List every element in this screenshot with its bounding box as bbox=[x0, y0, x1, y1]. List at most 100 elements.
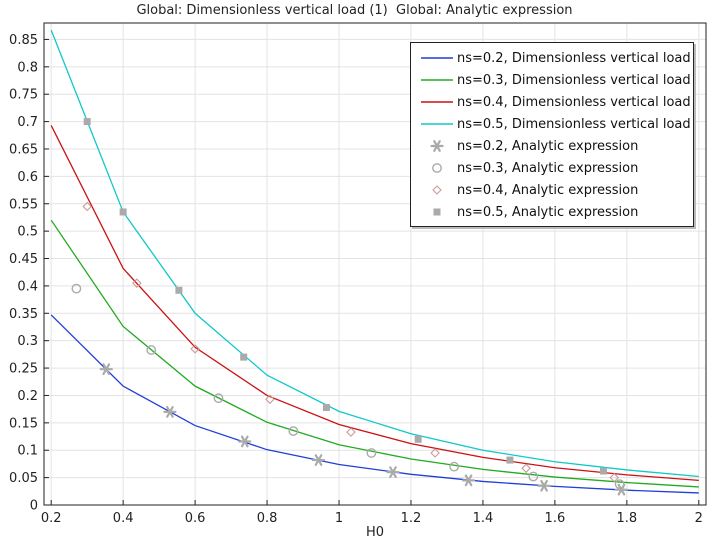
legend-marker bbox=[432, 185, 442, 195]
y-tick-label: 0.8 bbox=[17, 60, 38, 75]
y-tick-label: 0.1 bbox=[17, 444, 38, 459]
data-point bbox=[119, 208, 127, 216]
legend-entry: ns=0.2, Analytic expression bbox=[411, 135, 693, 157]
data-point bbox=[506, 456, 514, 464]
data-point bbox=[322, 404, 330, 412]
data-point bbox=[265, 394, 275, 405]
axis-ticks: 0.2 0.4 0.6 0.8 1 1.2 1.4 1.6 1.8 2 0 0.05 0.1 0.15 0.… bbox=[9, 33, 703, 526]
legend-marker bbox=[433, 208, 441, 216]
data-point bbox=[163, 406, 177, 418]
data-point bbox=[311, 454, 326, 466]
chart-title: Global: Dimensionless vertical load (1) … bbox=[136, 3, 573, 18]
x-tick-label: 0.6 bbox=[185, 511, 206, 526]
legend-label: ns=0.3, Analytic expression bbox=[457, 160, 639, 176]
legend-swatch bbox=[417, 69, 457, 91]
y-tick-label: 0.2 bbox=[17, 389, 38, 404]
data-point bbox=[190, 344, 200, 354]
series-6 bbox=[82, 201, 620, 483]
data-point bbox=[346, 427, 356, 437]
legend-entry: ns=0.5, Analytic expression bbox=[411, 201, 693, 223]
y-tick-label: 0.75 bbox=[9, 88, 38, 103]
x-tick-label: 0.2 bbox=[41, 511, 62, 526]
legend-swatch bbox=[417, 47, 457, 69]
y-tick-label: 0.15 bbox=[9, 416, 38, 431]
data-point bbox=[238, 435, 252, 448]
legend-swatch bbox=[417, 179, 457, 201]
legend-swatch bbox=[417, 91, 457, 113]
x-tick-label: 1.2 bbox=[401, 511, 422, 526]
x-tick-label: 0.8 bbox=[257, 511, 278, 526]
data-point bbox=[146, 345, 157, 355]
y-tick-label: 0.6 bbox=[17, 170, 38, 185]
data-point bbox=[288, 426, 299, 436]
legend-swatch bbox=[417, 113, 457, 135]
legend-label: ns=0.2, Analytic expression bbox=[457, 138, 639, 154]
y-tick-label: 0.3 bbox=[17, 334, 38, 349]
x-tick-label: 1.8 bbox=[617, 511, 638, 526]
data-point bbox=[614, 483, 629, 496]
data-point bbox=[449, 461, 460, 472]
legend-entry: ns=0.3, Dimensionless vertical load bbox=[411, 69, 693, 91]
data-point bbox=[132, 278, 142, 288]
series-7 bbox=[83, 118, 607, 475]
x-axis-label: H0 bbox=[366, 525, 384, 538]
series-5 bbox=[71, 283, 625, 490]
y-tick-label: 0.25 bbox=[9, 362, 38, 377]
legend-label: ns=0.4, Analytic expression bbox=[457, 182, 639, 198]
legend-marker bbox=[432, 163, 442, 173]
data-point bbox=[71, 283, 82, 294]
data-point bbox=[83, 118, 91, 126]
x-tick-label: 1 bbox=[335, 511, 343, 526]
y-tick-label: 0.05 bbox=[9, 471, 38, 486]
data-point bbox=[386, 466, 400, 478]
series-3 bbox=[50, 29, 699, 478]
y-tick-label: 0.35 bbox=[9, 307, 38, 322]
data-point bbox=[609, 472, 620, 483]
legend-label: ns=0.5, Dimensionless vertical load bbox=[457, 116, 691, 132]
legend-label: ns=0.3, Dimensionless vertical load bbox=[457, 72, 691, 88]
legend-entry: ns=0.2, Dimensionless vertical load bbox=[411, 47, 693, 69]
data-point bbox=[528, 471, 539, 482]
y-tick-label: 0.85 bbox=[9, 33, 38, 48]
data-point bbox=[521, 463, 531, 474]
data-point bbox=[99, 363, 113, 376]
legend-label: ns=0.2, Dimensionless vertical load bbox=[457, 50, 691, 66]
legend-entry: ns=0.4, Analytic expression bbox=[411, 179, 693, 201]
data-point bbox=[213, 393, 224, 404]
legend-marker bbox=[430, 140, 444, 152]
series-line bbox=[50, 314, 699, 494]
legend-label: ns=0.5, Analytic expression bbox=[457, 204, 639, 220]
legend-swatch bbox=[417, 157, 457, 179]
series-line bbox=[50, 125, 699, 482]
series-4 bbox=[99, 363, 629, 496]
data-point bbox=[414, 435, 422, 443]
y-tick-label: 0.4 bbox=[17, 279, 38, 294]
data-point bbox=[430, 448, 440, 458]
legend-swatch bbox=[417, 135, 457, 157]
series-0 bbox=[50, 314, 699, 494]
legend-entry: ns=0.5, Dimensionless vertical load bbox=[411, 113, 693, 135]
data-point bbox=[366, 448, 377, 458]
plot-area-frame bbox=[43, 22, 707, 506]
series-group bbox=[50, 29, 699, 496]
y-tick-label: 0.55 bbox=[9, 197, 38, 212]
data-point bbox=[175, 286, 183, 294]
y-tick-label: 0.65 bbox=[9, 142, 38, 157]
x-tick-label: 0.4 bbox=[113, 511, 134, 526]
grid-lines bbox=[44, 23, 706, 506]
legend-swatch bbox=[417, 201, 457, 223]
series-2 bbox=[50, 125, 699, 482]
data-point bbox=[82, 201, 92, 212]
data-point bbox=[614, 479, 625, 490]
y-tick-label: 0.7 bbox=[17, 115, 38, 130]
x-tick-label: 1.4 bbox=[473, 511, 494, 526]
legend: ns=0.2, Dimensionless vertical load ns=0.… bbox=[410, 42, 694, 227]
legend-entry: ns=0.4, Dimensionless vertical load bbox=[411, 91, 693, 113]
y-tick-label: 0.45 bbox=[9, 252, 38, 267]
y-tick-label: 0.5 bbox=[17, 225, 38, 240]
data-point bbox=[240, 353, 248, 361]
data-point bbox=[599, 467, 607, 475]
x-tick-label: 1.6 bbox=[545, 511, 566, 526]
legend-label: ns=0.4, Dimensionless vertical load bbox=[457, 94, 691, 110]
